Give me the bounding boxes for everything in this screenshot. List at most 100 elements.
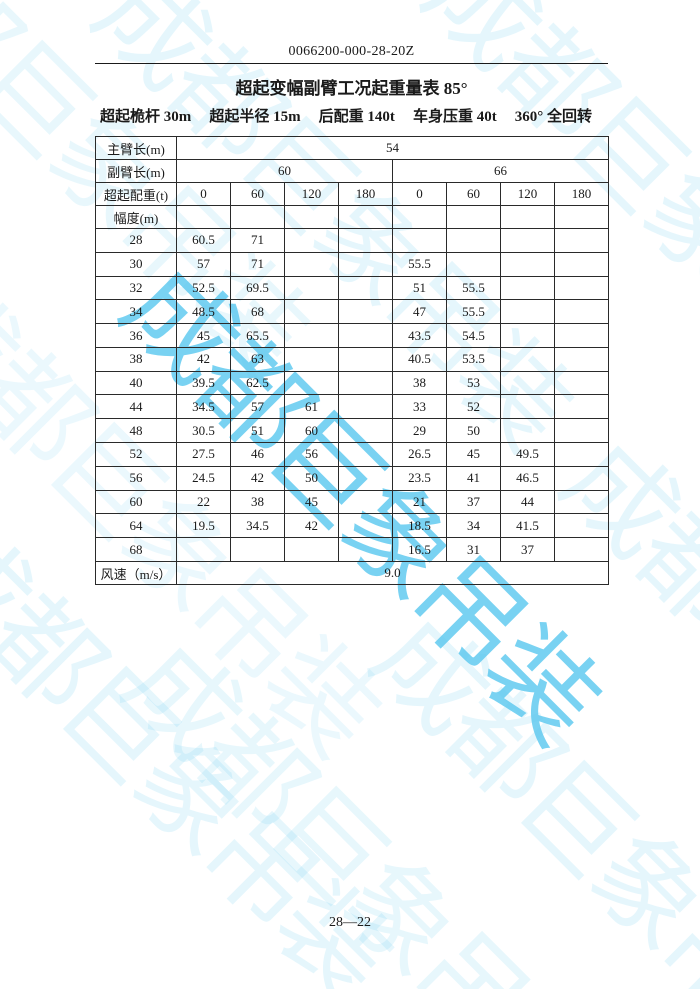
counterweight-value: 180 xyxy=(338,182,393,206)
jib-length-row: 副臂长(m) 60 66 xyxy=(95,159,609,183)
empty-cell xyxy=(554,489,609,515)
empty-cell xyxy=(338,418,393,444)
capacity-cell: 41 xyxy=(446,465,501,491)
capacity-cell: 51 xyxy=(230,418,285,444)
empty-cell xyxy=(554,465,609,491)
capacity-cell: 41.5 xyxy=(500,513,555,539)
capacity-cell: 45 xyxy=(446,442,501,467)
empty-cell xyxy=(500,299,555,325)
condition-carbody-weight: 车身压重 40t xyxy=(412,109,497,125)
capacity-cell: 60.5 xyxy=(176,228,231,253)
wind-speed-row: 风速（m/s） 9.0 xyxy=(95,561,609,585)
counterweight-row: 超起配重(t) 0 60 120 180 0 60 120 180 xyxy=(95,182,609,206)
jib-value-60: 60 xyxy=(176,159,393,183)
radius-cell: 60 xyxy=(95,489,177,515)
empty-cell xyxy=(392,228,447,253)
main-boom-row: 主臂长(m) 54 xyxy=(95,136,609,160)
header-rule xyxy=(95,63,608,64)
table-row: 48 30.5 51 60 29 50 xyxy=(95,418,609,444)
empty-cell xyxy=(338,323,393,348)
capacity-cell: 29 xyxy=(392,418,447,444)
table-row: 38 42 63 40.5 53.5 xyxy=(95,346,609,372)
radius-cell: 44 xyxy=(95,394,177,420)
counterweight-label: 超起配重(t) xyxy=(95,182,177,206)
capacity-cell: 63 xyxy=(230,346,285,372)
capacity-cell: 51 xyxy=(392,275,447,301)
capacity-cell: 23.5 xyxy=(392,465,447,491)
page-number: 28—22 xyxy=(329,915,371,930)
counterweight-value: 60 xyxy=(230,182,285,206)
empty-cell xyxy=(284,205,339,229)
capacity-cell: 53 xyxy=(446,370,501,396)
empty-cell xyxy=(284,299,339,325)
main-boom-value: 54 xyxy=(176,136,609,160)
capacity-cell: 69.5 xyxy=(230,275,285,301)
table-foot: 风速（m/s） 9.0 xyxy=(95,561,609,585)
table-row: 44 34.5 57 61 33 52 xyxy=(95,394,609,420)
capacity-cell: 46 xyxy=(230,442,285,467)
capacity-cell: 55.5 xyxy=(446,275,501,301)
capacity-cell: 44 xyxy=(500,489,555,515)
capacity-cell: 26.5 xyxy=(392,442,447,467)
empty-cell xyxy=(446,228,501,253)
capacity-cell: 24.5 xyxy=(176,465,231,491)
empty-cell xyxy=(338,537,393,562)
capacity-cell: 45 xyxy=(176,323,231,348)
empty-cell xyxy=(284,346,339,372)
capacity-cell: 37 xyxy=(500,537,555,562)
capacity-cell: 18.5 xyxy=(392,513,447,539)
empty-cell xyxy=(284,251,339,277)
empty-cell xyxy=(338,346,393,372)
capacity-cell: 71 xyxy=(230,251,285,277)
table-body: 28 60.5 71 30 57 71 55.5 32 52.5 69.5 51 55.5 34 48.5… xyxy=(95,228,609,562)
condition-radius: 超起半径 15m xyxy=(209,109,301,125)
capacity-cell: 38 xyxy=(230,489,285,515)
table-row: 28 60.5 71 xyxy=(95,228,609,253)
capacity-cell: 49.5 xyxy=(500,442,555,467)
capacity-cell: 37 xyxy=(446,489,501,515)
capacity-cell: 55.5 xyxy=(446,299,501,325)
wind-speed-label: 风速（m/s） xyxy=(95,561,177,585)
jib-label: 副臂长(m) xyxy=(95,159,177,183)
empty-cell xyxy=(554,275,609,301)
load-chart-table: 主臂长(m) 54 副臂长(m) 60 66 超起配重(t) 0 60 120 … xyxy=(95,136,609,585)
capacity-cell: 42 xyxy=(230,465,285,491)
capacity-cell: 45 xyxy=(284,489,339,515)
radius-cell: 52 xyxy=(95,442,177,467)
capacity-cell: 52.5 xyxy=(176,275,231,301)
capacity-cell: 53.5 xyxy=(446,346,501,372)
capacity-cell: 50 xyxy=(446,418,501,444)
radius-cell: 38 xyxy=(95,346,177,372)
wind-speed-value: 9.0 xyxy=(176,561,609,585)
condition-rear-counterweight: 后配重 140t xyxy=(318,109,395,125)
counterweight-value: 60 xyxy=(446,182,501,206)
capacity-cell: 34.5 xyxy=(230,513,285,539)
radius-cell: 30 xyxy=(95,251,177,277)
capacity-cell: 68 xyxy=(230,299,285,325)
capacity-cell: 42 xyxy=(176,346,231,372)
capacity-cell: 19.5 xyxy=(176,513,231,539)
empty-cell xyxy=(554,228,609,253)
table-row: 32 52.5 69.5 51 55.5 xyxy=(95,275,609,301)
empty-cell xyxy=(284,275,339,301)
table-row: 36 45 65.5 43.5 54.5 xyxy=(95,323,609,348)
empty-cell xyxy=(338,394,393,420)
empty-cell xyxy=(284,323,339,348)
capacity-cell: 50 xyxy=(284,465,339,491)
empty-cell xyxy=(500,251,555,277)
counterweight-value: 0 xyxy=(176,182,231,206)
empty-cell xyxy=(554,205,609,229)
empty-cell xyxy=(176,537,231,562)
capacity-cell: 42 xyxy=(284,513,339,539)
radius-label: 幅度(m) xyxy=(95,205,177,229)
capacity-cell: 60 xyxy=(284,418,339,444)
counterweight-value: 0 xyxy=(392,182,447,206)
counterweight-value: 180 xyxy=(554,182,609,206)
empty-cell xyxy=(230,537,285,562)
table-row: 34 48.5 68 47 55.5 xyxy=(95,299,609,325)
capacity-cell: 31 xyxy=(446,537,501,562)
capacity-cell: 39.5 xyxy=(176,370,231,396)
empty-cell xyxy=(284,537,339,562)
empty-cell xyxy=(500,346,555,372)
empty-cell xyxy=(500,370,555,396)
